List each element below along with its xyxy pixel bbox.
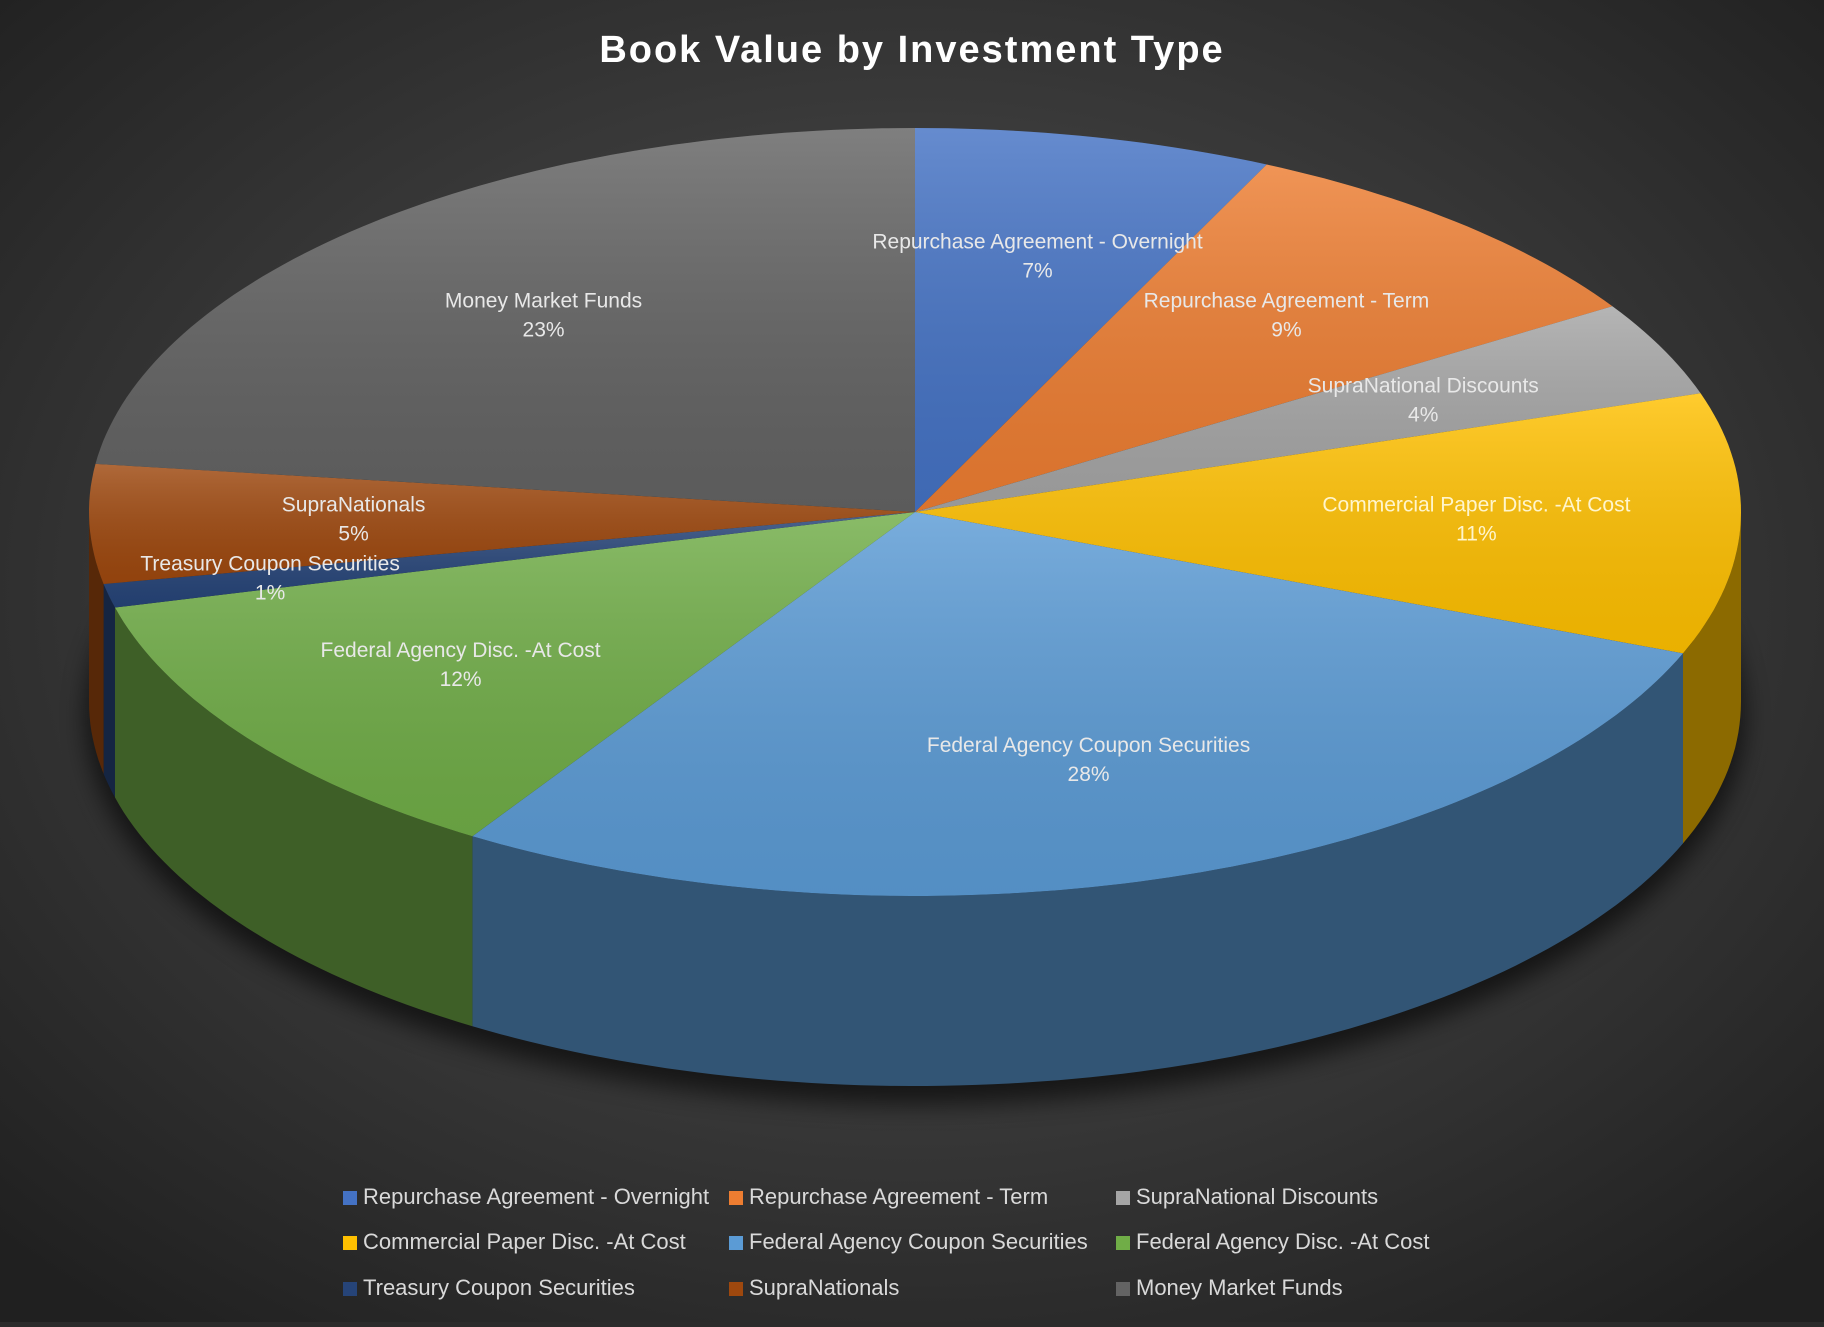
data-labels: Repurchase Agreement - Overnight 7% Repurc… — [140, 231, 1630, 786]
data-label-value: 11% — [1456, 523, 1496, 546]
legend-swatch — [1116, 1191, 1130, 1205]
legend-swatch — [1116, 1236, 1130, 1250]
data-label-value: 23% — [523, 319, 565, 342]
legend-label: Commercial Paper Disc. -At Cost — [363, 1229, 686, 1254]
pie-tops — [89, 128, 1741, 896]
slice-shine — [103, 512, 916, 608]
legend-swatch — [729, 1282, 743, 1296]
legend-label: Federal Agency Disc. -At Cost — [1136, 1229, 1429, 1254]
data-label-name: Repurchase Agreement - Overnight — [872, 231, 1203, 254]
legend-label: Treasury Coupon Securities — [363, 1275, 635, 1300]
pie-sides — [89, 512, 1741, 1086]
legend: Repurchase Agreement - Overnight Repurcha… — [343, 1184, 1429, 1300]
data-label-value: 1% — [255, 582, 285, 605]
data-label-value: 9% — [1271, 319, 1301, 342]
data-label-name: Federal Agency Disc. -At Cost — [321, 639, 601, 662]
data-label-name: Repurchase Agreement - Term — [1144, 290, 1430, 313]
legend-swatch — [343, 1236, 357, 1250]
data-label-name: Commercial Paper Disc. -At Cost — [1322, 494, 1630, 517]
legend-label: Federal Agency Coupon Securities — [749, 1229, 1088, 1254]
slice-shine — [89, 463, 915, 584]
legend-label: SupraNational Discounts — [1136, 1184, 1378, 1209]
slice-shine — [915, 164, 1613, 512]
legend-swatch — [343, 1191, 357, 1205]
data-label-name: Money Market Funds — [445, 290, 642, 313]
slice-shine — [115, 512, 915, 837]
slice-shine — [95, 128, 915, 512]
data-label-name: SupraNational Discounts — [1308, 374, 1539, 397]
data-label-value: 12% — [440, 668, 482, 691]
legend-swatch — [729, 1236, 743, 1250]
legend-swatch — [343, 1282, 357, 1296]
data-label-name: Treasury Coupon Securities — [140, 553, 400, 576]
slice-shine — [472, 512, 1683, 896]
slice-side — [89, 512, 104, 774]
legend-label: Money Market Funds — [1136, 1275, 1343, 1300]
data-label-name: SupraNationals — [282, 494, 426, 517]
data-label-name: Federal Agency Coupon Securities — [927, 734, 1250, 757]
slice-side — [115, 607, 473, 1027]
data-label-value: 5% — [338, 523, 368, 546]
legend-label: Repurchase Agreement - Overnight — [363, 1184, 709, 1209]
data-label-value: 7% — [1022, 260, 1052, 283]
data-label-value: 4% — [1408, 403, 1438, 426]
slice-shine — [915, 128, 1267, 512]
legend-swatch — [729, 1191, 743, 1205]
slice-side — [1683, 512, 1741, 844]
slice-side — [472, 653, 1683, 1086]
legend-label: Repurchase Agreement - Term — [749, 1184, 1048, 1209]
legend-swatch — [1116, 1282, 1130, 1296]
slice-shine — [915, 393, 1741, 654]
chart-title: Book Value by Investment Type — [599, 29, 1224, 71]
slice-side — [103, 584, 115, 798]
slice-shine — [915, 306, 1701, 512]
legend-label: SupraNationals — [749, 1275, 899, 1300]
data-label-value: 28% — [1068, 763, 1110, 786]
